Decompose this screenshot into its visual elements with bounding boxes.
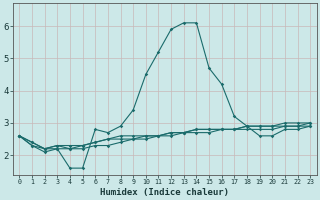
X-axis label: Humidex (Indice chaleur): Humidex (Indice chaleur) — [100, 188, 229, 197]
